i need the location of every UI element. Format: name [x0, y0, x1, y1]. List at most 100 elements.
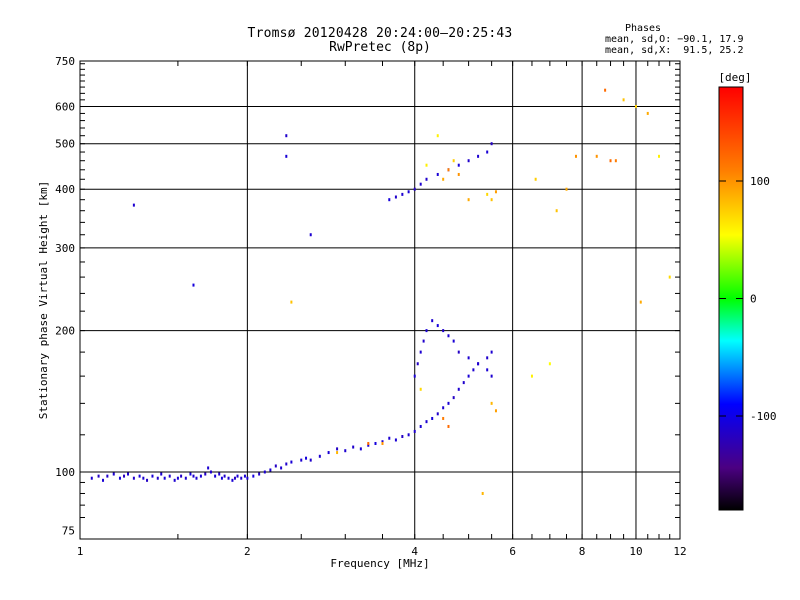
data-point [290, 460, 293, 464]
data-point [223, 474, 226, 478]
data-point [604, 88, 607, 92]
data-point [204, 472, 207, 476]
data-point [90, 476, 93, 480]
data-point [622, 98, 625, 102]
data-point [394, 195, 397, 199]
data-point [442, 416, 445, 420]
data-point [574, 154, 577, 158]
y-tick-label: 75 [62, 525, 75, 538]
data-point [467, 374, 470, 378]
data-point [490, 198, 493, 202]
data-point [494, 409, 497, 413]
data-point [422, 339, 425, 343]
data-point [146, 478, 149, 482]
data-point [447, 168, 450, 172]
data-point [419, 182, 422, 186]
data-point [657, 154, 660, 158]
data-point [401, 435, 404, 439]
data-point [207, 466, 210, 470]
data-point [151, 474, 154, 478]
data-point [407, 433, 410, 437]
data-point [413, 374, 416, 378]
data-point [176, 476, 179, 480]
data-point [359, 447, 362, 451]
y-tick-label: 300 [55, 242, 75, 255]
data-point [419, 387, 422, 391]
data-point [285, 462, 288, 466]
data-point [494, 190, 497, 194]
data-point [173, 478, 176, 482]
data-point [285, 134, 288, 138]
data-point [138, 474, 141, 478]
data-point [388, 436, 391, 440]
data-point [419, 350, 422, 354]
data-point [490, 401, 493, 405]
data-point [413, 429, 416, 433]
colorbar-tick-label: 100 [750, 175, 770, 188]
data-point [381, 441, 384, 445]
data-point [646, 111, 649, 115]
data-point [263, 470, 266, 474]
x-tick-label: 4 [411, 545, 418, 558]
data-point [106, 474, 109, 478]
data-point [634, 105, 637, 109]
stats-title: Phases [624, 23, 662, 34]
data-point [209, 470, 212, 474]
data-point [352, 445, 355, 449]
data-point [425, 177, 428, 181]
chart-title: Tromsø 20120428 20:24:00–20:25:43 [247, 26, 513, 41]
stats-o-mode: mean, sd,O: −90.1, 17.9 [605, 34, 744, 45]
data-point [639, 300, 642, 304]
data-point [442, 177, 445, 181]
data-point [309, 233, 312, 237]
data-point [240, 476, 243, 480]
data-point [214, 474, 217, 478]
data-point [112, 472, 115, 476]
colorbar-label: [deg] [718, 71, 751, 84]
grid [80, 61, 680, 539]
data-point [425, 329, 428, 333]
data-point [467, 159, 470, 163]
data-point [192, 283, 195, 287]
data-point [290, 300, 293, 304]
data-point [246, 476, 249, 480]
data-point [127, 472, 130, 476]
y-tick-label: 750 [55, 55, 75, 68]
data-point [490, 142, 493, 146]
data-point [168, 474, 171, 478]
data-point [416, 362, 419, 366]
data-point [431, 319, 434, 323]
data-point [447, 424, 450, 428]
data-point [220, 476, 223, 480]
x-tick-label: 6 [509, 545, 516, 558]
data-point [595, 154, 598, 158]
data-point [336, 447, 339, 451]
data-point [490, 350, 493, 354]
data-point [381, 440, 384, 444]
data-point [467, 356, 470, 360]
x-tick-label: 1 [77, 545, 84, 558]
data-point [305, 456, 308, 460]
data-point [413, 187, 416, 191]
data-point [236, 474, 239, 478]
data-point [300, 458, 303, 462]
data-point [477, 154, 480, 158]
data-point [457, 350, 460, 354]
data-point [490, 374, 493, 378]
data-point [486, 192, 489, 196]
plot-border [79, 60, 681, 540]
data-point [419, 424, 422, 428]
data-point [457, 163, 460, 167]
data-point [452, 339, 455, 343]
data-point [102, 478, 105, 482]
data-point [425, 420, 428, 424]
data-point [199, 474, 202, 478]
data-point [555, 209, 558, 213]
data-point [123, 474, 126, 478]
y-tick-label: 400 [55, 183, 75, 196]
y-tick-label: 200 [55, 325, 75, 338]
colorbar-tick-label: 0 [750, 293, 757, 306]
data-point [269, 468, 272, 472]
